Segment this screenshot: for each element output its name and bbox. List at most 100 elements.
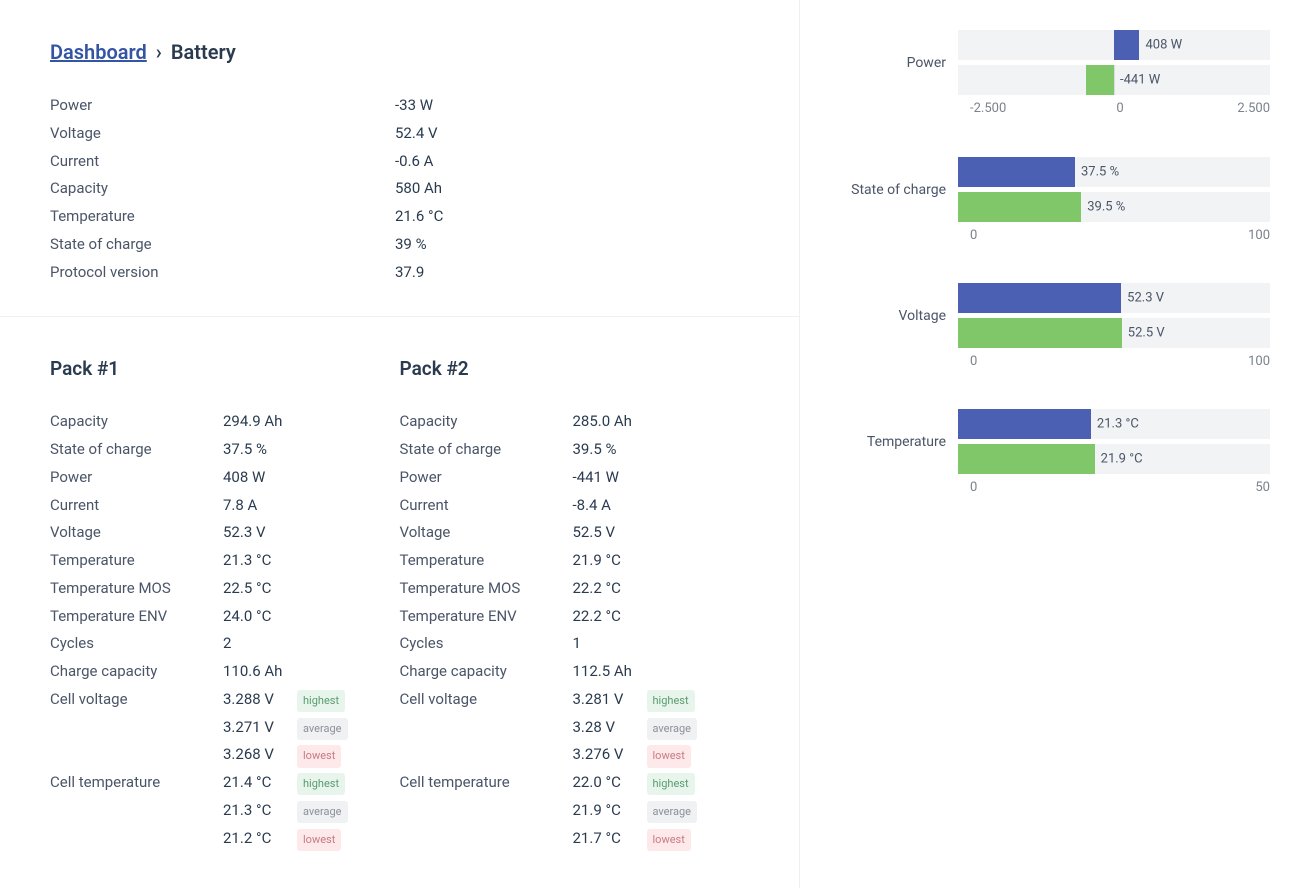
pack-row-label: Power xyxy=(50,464,223,492)
pack-row: Temperature ENV22.2 °C xyxy=(400,603,750,631)
pack-row: Temperature ENV24.0 °C xyxy=(50,603,400,631)
chart: Voltage 52.3 V 52.5 V 0 100 xyxy=(830,283,1270,369)
pack-row: Voltage52.3 V xyxy=(50,519,400,547)
chart-bar-label: 21.9 °C xyxy=(1101,452,1143,467)
chart-axis: 050 xyxy=(970,480,1270,495)
axis-tick: 100 xyxy=(1248,354,1270,369)
summary-label: Temperature xyxy=(50,203,395,231)
chart: Power408 W-441 W-2.50002.500 xyxy=(830,30,1270,117)
pack-row-label: Charge capacity xyxy=(50,658,223,686)
pack: Pack #1Capacity294.9 AhState of charge37… xyxy=(50,357,400,852)
pack-row: 3.271 Vaverage xyxy=(50,714,400,742)
pack-row-value: -441 W xyxy=(573,464,643,492)
summary-value: 39 % xyxy=(395,231,427,259)
axis-tick: 100 xyxy=(1248,228,1270,243)
summary-label: State of charge xyxy=(50,231,395,259)
pack-row-label: Cell temperature xyxy=(400,769,573,797)
chart-label: Voltage xyxy=(830,283,958,348)
pack-row-value: -8.4 A xyxy=(573,492,643,520)
chart-bar-label: 52.3 V xyxy=(1127,291,1164,306)
badge-highest: highest xyxy=(297,773,345,795)
chart-track: 52.3 V xyxy=(958,283,1270,313)
pack-row-value: 39.5 % xyxy=(573,436,643,464)
pack-row-label: Voltage xyxy=(50,519,223,547)
summary-value: 37.9 xyxy=(395,259,424,287)
pack-row: Capacity294.9 Ah xyxy=(50,408,400,436)
pack-row-label: Temperature xyxy=(400,547,573,575)
chart-track: -441 W xyxy=(958,65,1270,95)
charts-panel: Power408 W-441 W-2.50002.500State of cha… xyxy=(800,0,1300,888)
pack-row-label: Temperature MOS xyxy=(50,575,223,603)
pack-row: 21.2 °Clowest xyxy=(50,825,400,853)
summary-label: Protocol version xyxy=(50,259,395,287)
pack-row-value: 22.5 °C xyxy=(223,575,293,603)
pack-row: 21.9 °Caverage xyxy=(400,797,750,825)
summary-section: Dashboard › Battery Power-33 WVoltage52.… xyxy=(0,0,799,316)
pack-row-value: 3.281 V xyxy=(573,686,643,714)
pack-row-value: 3.276 V xyxy=(573,741,643,769)
pack-row: Current-8.4 A xyxy=(400,492,750,520)
chart-axis: -2.50002.500 xyxy=(970,101,1270,117)
summary-row: Protocol version37.9 xyxy=(50,259,749,287)
pack-row-value: 52.3 V xyxy=(223,519,293,547)
pack: Pack #2Capacity285.0 AhState of charge39… xyxy=(400,357,750,852)
pack-row-value: 21.7 °C xyxy=(573,825,643,853)
pack-row-value: 37.5 % xyxy=(223,436,293,464)
chart-bar-label: 408 W xyxy=(1145,38,1182,53)
chart-bar xyxy=(958,192,1081,222)
pack-row-value: 3.288 V xyxy=(223,686,293,714)
pack-row-value: 110.6 Ah xyxy=(223,658,293,686)
pack-row-cell-temperature: Cell temperature21.4 °Chighest xyxy=(50,769,400,797)
pack-row-cell-voltage: Cell voltage3.288 Vhighest xyxy=(50,686,400,714)
chart-label: State of charge xyxy=(830,157,958,222)
chart-bar xyxy=(1114,30,1139,60)
summary-label: Current xyxy=(50,148,395,176)
chart-bar xyxy=(1086,65,1114,95)
summary-value: 21.6 °C xyxy=(395,203,443,231)
chart-axis: 0100 xyxy=(970,228,1270,243)
pack-row-value: 52.5 V xyxy=(573,519,643,547)
pack-row-label: Current xyxy=(50,492,223,520)
pack-row-cell-voltage: Cell voltage3.281 Vhighest xyxy=(400,686,750,714)
breadcrumb-dashboard-link[interactable]: Dashboard xyxy=(50,40,147,64)
pack-row: State of charge39.5 % xyxy=(400,436,750,464)
pack-row-label: Cycles xyxy=(400,630,573,658)
pack-row: Temperature MOS22.5 °C xyxy=(50,575,400,603)
badge-average: average xyxy=(297,718,348,740)
summary-label: Voltage xyxy=(50,120,395,148)
pack-row-value: 3.28 V xyxy=(573,714,643,742)
pack-row-value: 408 W xyxy=(223,464,293,492)
pack-row: 3.276 Vlowest xyxy=(400,741,750,769)
breadcrumb: Dashboard › Battery xyxy=(50,40,749,64)
pack-row-value: 21.3 °C xyxy=(223,547,293,575)
pack-row: Current7.8 A xyxy=(50,492,400,520)
badge-lowest: lowest xyxy=(647,829,691,851)
summary-label: Power xyxy=(50,92,395,120)
badge-highest: highest xyxy=(647,690,695,712)
pack-row-label: Current xyxy=(400,492,573,520)
badge-highest: highest xyxy=(647,773,695,795)
chart-track: 21.9 °C xyxy=(958,444,1270,474)
chart-bar-label: 37.5 % xyxy=(1081,165,1119,180)
pack-row-label: Charge capacity xyxy=(400,658,573,686)
chart-bar xyxy=(958,409,1091,439)
pack-row-label: Temperature ENV xyxy=(400,603,573,631)
breadcrumb-separator: › xyxy=(156,40,162,64)
pack-row-value: 21.9 °C xyxy=(573,547,643,575)
pack-row: Voltage52.5 V xyxy=(400,519,750,547)
pack-row: Power-441 W xyxy=(400,464,750,492)
pack-row-value: 7.8 A xyxy=(223,492,293,520)
pack-row-value: 285.0 Ah xyxy=(573,408,643,436)
badge-average: average xyxy=(647,801,698,823)
chart-track: 52.5 V xyxy=(958,318,1270,348)
pack-row-label: Temperature ENV xyxy=(50,603,223,631)
pack-row: State of charge37.5 % xyxy=(50,436,400,464)
packs-section: Pack #1Capacity294.9 AhState of charge37… xyxy=(0,316,799,882)
axis-tick: 0 xyxy=(970,354,977,369)
pack-row-label: Voltage xyxy=(400,519,573,547)
chart-bar xyxy=(958,318,1122,348)
breadcrumb-current: Battery xyxy=(171,40,236,64)
chart-plot: 21.3 °C21.9 °C xyxy=(958,409,1270,474)
chart: State of charge37.5 %39.5 %0100 xyxy=(830,157,1270,243)
pack-row-value: 112.5 Ah xyxy=(573,658,643,686)
